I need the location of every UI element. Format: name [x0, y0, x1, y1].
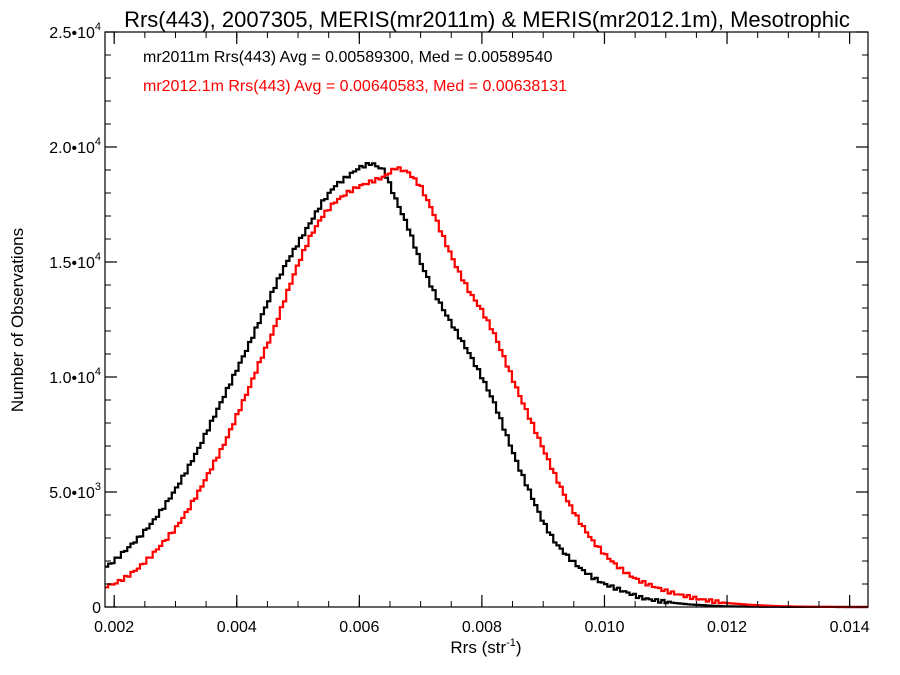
y-axis-ticks: 0 5.0•103 1.0•104 1.5•104 2.0•104 2.5•104 [49, 21, 868, 617]
y-tick-label: 0 [92, 600, 101, 617]
x-axis-label-exponent: -1 [506, 637, 516, 649]
x-axis-label-close: ) [516, 638, 522, 657]
x-tick-label: 0.012 [707, 619, 747, 636]
y-tick-label: 2.0•104 [49, 136, 101, 157]
y-tick-label: 5.0•103 [49, 481, 101, 502]
x-tick-label: 0.014 [830, 619, 870, 636]
x-tick-label: 0.006 [339, 619, 379, 636]
x-tick-label: 0.004 [217, 619, 257, 636]
annotation-mr2012-1m: mr2012.1m Rrs(443) Avg = 0.00640583, Med… [143, 78, 567, 95]
chart-title: Rrs(443), 2007305, MERIS(mr2011m) & MERI… [124, 7, 850, 32]
x-tick-label: 0.002 [94, 619, 134, 636]
x-axis-label-base: Rrs (str [450, 638, 506, 657]
y-axis-label: Number of Observations [8, 228, 27, 412]
series-layer [105, 162, 868, 609]
x-tick-label: 0.010 [584, 619, 624, 636]
y-tick-label: 2.5•104 [49, 21, 101, 42]
series-line-2 [105, 166, 868, 609]
plot-frame [104, 31, 869, 608]
annotation-mr2011m: mr2011m Rrs(443) Avg = 0.00589300, Med =… [143, 49, 553, 66]
y-tick-label: 1.5•104 [49, 251, 101, 272]
x-tick-label: 0.008 [462, 619, 502, 636]
series-line-1 [105, 162, 868, 609]
x-axis-ticks: 0.002 0.004 0.006 0.008 0.010 0.012 0.014 [94, 32, 870, 636]
x-axis-label: Rrs (str-1) [450, 637, 521, 657]
y-tick-label: 1.0•104 [49, 366, 101, 387]
